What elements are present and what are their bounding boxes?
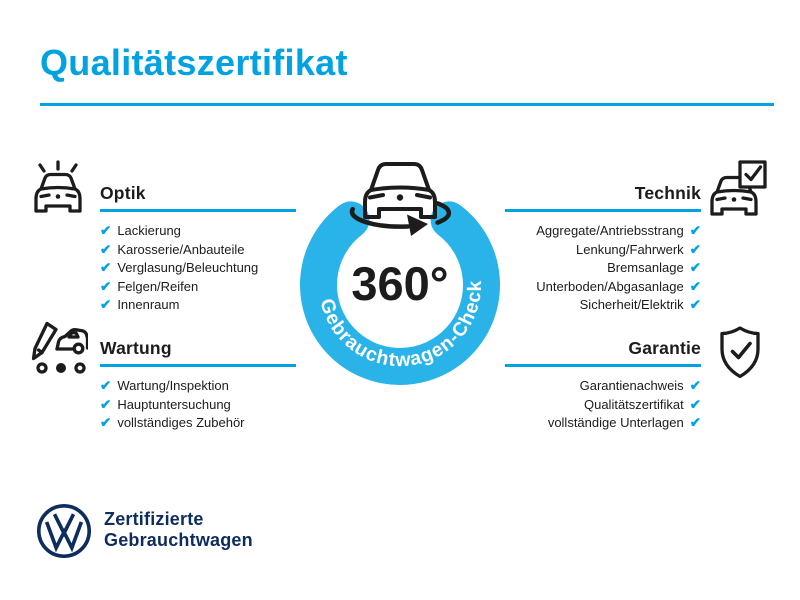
list-item: ✔ Karosserie/Anbauteile: [100, 241, 296, 257]
car-shine-icon: [29, 159, 87, 217]
item-label: Garantienachweis: [579, 378, 684, 393]
section-title: Wartung: [100, 338, 172, 358]
item-label: Aggregate/Antriebsstrang: [536, 223, 684, 238]
list-item: Bremsanlage ✔: [505, 261, 701, 275]
car-360-icon: [349, 162, 452, 236]
list-item: ✔ Lackierung: [100, 224, 296, 238]
check-icon: ✔: [100, 241, 112, 257]
check-icon: ✔: [100, 297, 112, 313]
section-wartung: Wartung ✔ Wartung/Inspektion ✔ Hauptunters…: [100, 338, 296, 430]
list-item: vollständige Unterlagen ✔: [505, 416, 701, 430]
item-label: Verglasung/Beleuchtung: [117, 260, 259, 276]
section-title: Technik: [634, 183, 701, 203]
list-item: Qualitätszertifikat ✔: [505, 396, 701, 412]
section-title: Optik: [100, 183, 146, 203]
brand-claim-line2: Gebrauchtwagen: [104, 530, 253, 550]
section-underline: [505, 364, 701, 367]
shield-check-icon: [712, 324, 768, 382]
check-icon: ✔: [100, 278, 112, 294]
section-underline: [505, 209, 701, 212]
item-label: Unterboden/Abgasanlage: [536, 278, 684, 294]
section-garantie: Garantie Garantienachweis ✔ Qualitätszert…: [505, 338, 701, 430]
check-icon: ✔: [689, 396, 701, 412]
item-label: vollständige Unterlagen: [547, 415, 684, 431]
item-label: Innenraum: [117, 297, 180, 313]
check-icon: ✔: [100, 378, 112, 393]
360-check-graphic: 360° Gebrauchtwagen-Check: [280, 145, 520, 395]
item-label: Lackierung: [117, 223, 181, 238]
check-icon: ✔: [100, 223, 112, 238]
list-item: Aggregate/Antriebsstrang ✔: [505, 224, 701, 238]
item-label: Lenkung/Fahrwerk: [576, 241, 684, 257]
vw-logo-icon: [36, 503, 92, 559]
list-item: ✔ Verglasung/Beleuchtung: [100, 261, 296, 275]
checklist: Garantienachweis ✔ Qualitätszertifikat ✔ v…: [505, 379, 701, 430]
item-label: Felgen/Reifen: [117, 278, 199, 294]
brand-claim-line1: Zertifizierte: [104, 509, 204, 529]
list-item: ✔ Felgen/Reifen: [100, 278, 296, 294]
check-icon: ✔: [689, 223, 701, 238]
list-item: ✔ Hauptuntersuchung: [100, 396, 296, 412]
section-title: Garantie: [628, 338, 701, 358]
item-label: Sicherheit/Elektrik: [579, 297, 684, 313]
check-icon: ✔: [100, 415, 112, 431]
ring-arc: [300, 201, 500, 385]
section-technik: Technik Aggregate/Antriebsstrang ✔ Lenkun…: [505, 183, 701, 312]
check-icon: ✔: [689, 415, 701, 431]
list-item: Unterboden/Abgasanlage ✔: [505, 278, 701, 294]
title-divider: [40, 103, 774, 106]
service-checklist-icon: [30, 321, 88, 379]
check-icon: ✔: [689, 297, 701, 313]
list-item: Sicherheit/Elektrik ✔: [505, 298, 701, 312]
check-icon: ✔: [689, 278, 701, 294]
item-label: Wartung/Inspektion: [117, 378, 229, 393]
page-title: Qualitätszertifikat: [40, 42, 348, 83]
list-item: ✔ Wartung/Inspektion: [100, 379, 296, 393]
list-item: ✔ vollständiges Zubehör: [100, 416, 296, 430]
checklist: ✔ Lackierung ✔ Karosserie/Anbauteile ✔ Verg…: [100, 224, 296, 312]
list-item: ✔ Innenraum: [100, 298, 296, 312]
degree-value: 360°: [351, 257, 448, 310]
check-icon: ✔: [689, 241, 701, 257]
section-underline: [100, 364, 296, 367]
car-checkbox-icon: [709, 160, 767, 218]
item-label: Hauptuntersuchung: [117, 396, 231, 412]
checklist: ✔ Wartung/Inspektion ✔ Hauptuntersuchung ✔…: [100, 379, 296, 430]
list-item: Garantienachweis ✔: [505, 379, 701, 393]
item-label: Bremsanlage: [607, 260, 684, 276]
section-optik: Optik ✔ Lackierung ✔ Karosserie/Anbauteile…: [100, 183, 296, 312]
item-label: Qualitätszertifikat: [583, 396, 684, 412]
check-icon: ✔: [100, 396, 112, 412]
check-icon: ✔: [689, 260, 701, 276]
checklist: Aggregate/Antriebsstrang ✔ Lenkung/Fahrwe…: [505, 224, 701, 312]
check-icon: ✔: [100, 260, 112, 276]
section-underline: [100, 209, 296, 212]
check-icon: ✔: [689, 378, 701, 393]
brand-claim: Zertifizierte Gebrauchtwagen: [104, 509, 253, 551]
item-label: Karosserie/Anbauteile: [117, 241, 245, 257]
item-label: vollständiges Zubehör: [117, 415, 245, 431]
list-item: Lenkung/Fahrwerk ✔: [505, 241, 701, 257]
